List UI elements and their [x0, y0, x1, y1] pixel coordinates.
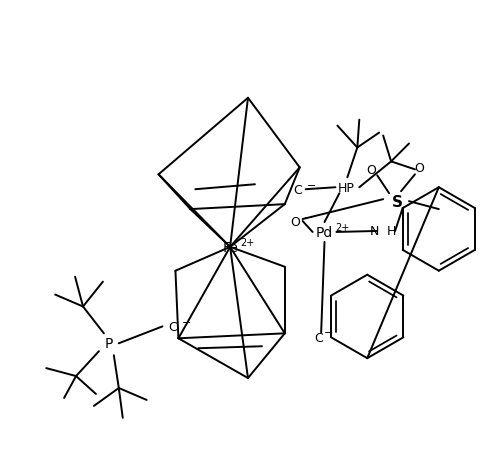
Text: C: C [168, 320, 177, 333]
Text: C: C [293, 183, 302, 196]
Text: −: − [323, 327, 333, 338]
Text: −: − [182, 318, 191, 328]
Text: P: P [105, 336, 113, 350]
Text: Fe: Fe [222, 240, 238, 254]
Text: O: O [290, 215, 300, 228]
Text: −: − [307, 181, 316, 191]
Text: N: N [370, 225, 379, 238]
Text: O: O [414, 161, 424, 175]
Text: 2+: 2+ [240, 237, 254, 247]
Text: S: S [392, 194, 402, 209]
Text: H: H [387, 225, 397, 238]
Text: C: C [314, 331, 323, 344]
Text: O: O [366, 163, 376, 176]
Text: −: − [304, 212, 313, 222]
Text: Pd: Pd [316, 226, 333, 239]
Text: HP: HP [338, 181, 354, 194]
Text: 2+: 2+ [335, 222, 349, 232]
